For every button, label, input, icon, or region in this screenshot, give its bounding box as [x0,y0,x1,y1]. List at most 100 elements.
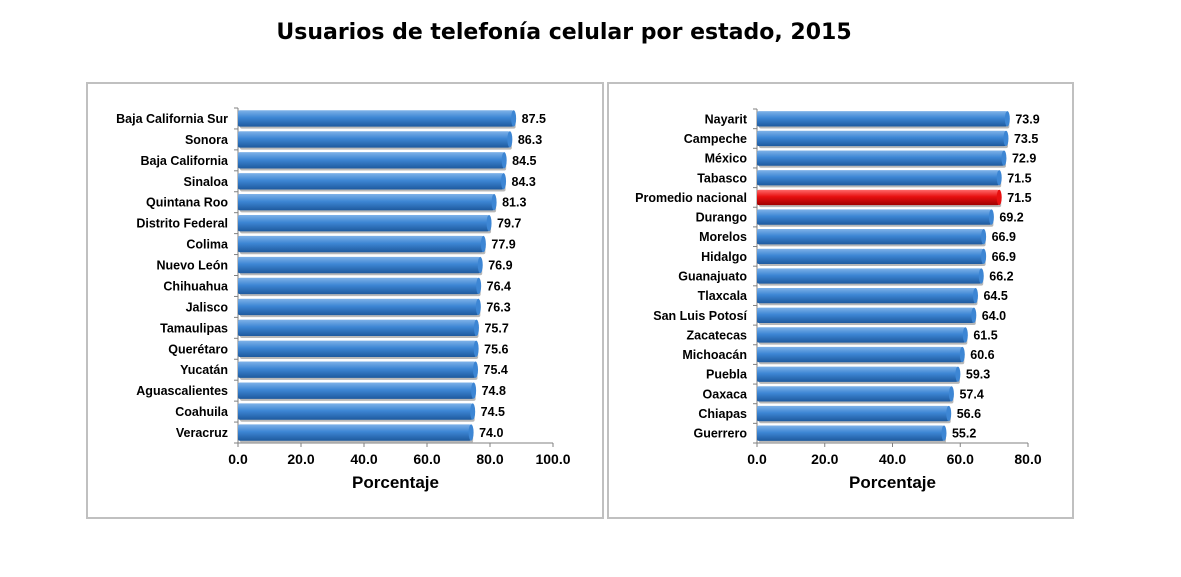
category-label: Zacatecas [687,328,748,342]
category-label: Nuevo León [156,259,228,273]
data-label: 75.6 [484,342,508,356]
category-label: Puebla [706,368,748,382]
bar [757,425,944,441]
bar [757,327,966,343]
data-label: 87.5 [522,112,546,126]
bar [757,229,984,245]
category-label: Baja California [140,154,229,168]
bar-end-cap [473,319,479,337]
category-label: Morelos [699,230,747,244]
bar-end-cap [468,424,474,441]
bar [757,150,1004,166]
bar-end-cap [996,189,1002,206]
category-label: Querétaro [168,342,228,356]
category-label: Aguascalientes [136,384,228,398]
bar [238,214,490,232]
bar-end-cap [511,110,517,127]
bar-end-cap [480,235,486,253]
category-label: Chihuahua [163,279,229,293]
bar [238,110,514,127]
category-label: Oaxaca [703,387,749,401]
bar-end-cap [972,287,978,304]
bar [238,298,479,316]
bar-end-cap [470,403,476,420]
chart-panel-right: Nayarit 73.9 Campeche 73.5 México 72.9 Tabasco… [607,82,1074,519]
bar-end-cap [978,268,984,284]
category-label: San Luis Potosí [653,309,747,323]
x-tick-label: 0.0 [747,451,767,467]
category-label: Tabasco [697,171,747,185]
x-tick-label: 60.0 [947,451,974,467]
bar [757,366,958,382]
bar-end-cap [1004,111,1010,127]
bar-end-cap [501,152,507,169]
data-label: 66.9 [992,230,1016,244]
bar [757,386,952,402]
bar [757,307,974,323]
bar [757,130,1006,147]
data-label: 69.2 [999,211,1023,225]
data-label: 71.5 [1007,191,1031,205]
bar-end-cap [941,425,947,441]
bar [238,424,472,441]
bar [757,209,992,225]
bar-end-cap [471,382,477,399]
bar [238,256,481,274]
category-label: Sonora [185,133,229,147]
bar-end-cap [486,214,492,232]
x-tick-label: 20.0 [287,451,314,467]
data-label: 76.4 [487,279,511,293]
bar [238,403,473,420]
bar-end-cap [1001,150,1007,166]
bar [238,319,477,337]
data-label: 76.3 [486,300,510,314]
x-tick-label: 40.0 [350,451,377,467]
x-tick-label: 80.0 [1014,451,1041,467]
x-tick-label: 80.0 [476,451,503,467]
bar-end-cap [971,307,977,323]
bar [238,235,484,253]
bar [238,361,476,378]
x-tick-label: 60.0 [413,451,440,467]
bar [238,173,504,190]
x-tick-label: 20.0 [811,451,838,467]
category-label: Campeche [684,132,747,146]
data-label: 73.5 [1014,132,1038,146]
category-label: Tlaxcala [698,289,748,303]
data-label: 73.9 [1015,112,1039,126]
bar-chart-left: Baja California Sur 87.5 Sonora 86.3 Baja Ca… [116,107,571,492]
bar [238,382,474,399]
bar-end-cap [473,361,479,378]
bar-end-cap [476,277,482,295]
category-label: Durango [696,211,748,225]
bar [757,248,984,265]
data-label: 86.3 [518,133,542,147]
data-label: 81.3 [502,196,526,210]
category-label: Tamaulipas [160,321,228,335]
x-tick-label: 0.0 [228,451,248,467]
bar [238,152,505,169]
data-label: 66.9 [992,250,1016,264]
bar-end-cap [962,327,968,343]
bar-end-cap [996,170,1002,186]
bar [238,340,477,357]
data-label: 57.4 [959,387,983,401]
bar-end-cap [948,386,954,402]
bar-end-cap [507,131,513,148]
bar-end-cap [491,194,497,211]
chart-panel-left: Baja California Sur 87.5 Sonora 86.3 Baja Ca… [86,82,604,519]
bar-end-cap [477,256,483,274]
category-label: Coahuila [175,405,229,419]
category-label: Guerrero [694,427,748,441]
bar [757,346,963,363]
data-label: 77.9 [491,238,515,252]
category-label: Chiapas [698,407,747,421]
category-label: Michoacán [682,348,747,362]
data-label: 60.6 [970,348,994,362]
data-label: 74.5 [481,405,505,419]
category-label: Jalisco [186,300,229,314]
data-label: 64.0 [982,309,1006,323]
data-label: 55.2 [952,427,976,441]
x-tick-label: 100.0 [535,451,570,467]
bar-end-cap [981,229,987,245]
